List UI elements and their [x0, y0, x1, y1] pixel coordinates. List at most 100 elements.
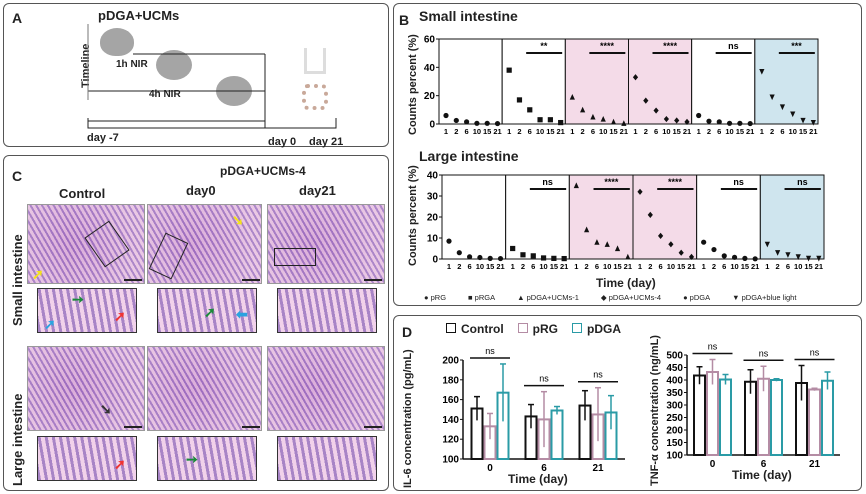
- x-tick-label: 6: [468, 262, 472, 271]
- x-tick-label: 10: [539, 262, 547, 271]
- y-tick-label: 0: [429, 120, 435, 131]
- x-tick-label: 10: [789, 127, 797, 136]
- data-point: [663, 115, 669, 123]
- x-tick-label: 21: [560, 262, 568, 271]
- histology-image-large-day0: [147, 346, 262, 431]
- x-tick-label: 21: [815, 262, 823, 271]
- legend-item: ◆ pDGA+UCMs-4: [600, 293, 662, 302]
- intestine-icon: [302, 84, 328, 110]
- data-point: [467, 254, 473, 260]
- x-tick-label: 15: [736, 127, 744, 136]
- y-tick-label: 30: [427, 192, 439, 203]
- bar-pdga: [550, 409, 564, 460]
- significance-label: ns: [542, 177, 553, 187]
- data-point: [537, 117, 543, 123]
- significance-label: ns: [797, 177, 808, 187]
- data-point: [494, 120, 501, 127]
- histology-inset: [37, 436, 137, 481]
- panel-label: C: [12, 168, 23, 184]
- x-tick-label: 6: [654, 127, 658, 136]
- data-point: [706, 118, 712, 124]
- data-point: [696, 112, 702, 119]
- x-tick-label: 21: [809, 459, 821, 470]
- data-point: [668, 241, 674, 248]
- x-tick-label: 10: [476, 262, 484, 271]
- subpanel-prg: [441, 174, 507, 260]
- data-point: [658, 232, 664, 239]
- column-header: day21: [299, 183, 336, 198]
- bar-prg: [808, 388, 821, 456]
- scale-bar: [364, 426, 382, 428]
- data-point: [711, 246, 717, 253]
- y-tick-label: 60: [424, 35, 436, 46]
- x-tick-label: 15: [546, 127, 554, 136]
- bar-pdga: [770, 379, 783, 456]
- subpanel-pdga-ucms-4: [632, 174, 698, 260]
- x-tick-label: 2: [581, 127, 585, 136]
- y-tick-label: 20: [427, 213, 439, 224]
- significance-label: ns: [593, 370, 603, 380]
- group-title: pDGA+UCMs-4: [220, 164, 306, 178]
- data-point: [637, 188, 643, 195]
- subpanel-pdga-ucms-4: [628, 38, 693, 125]
- data-point: [520, 252, 526, 258]
- data-point: [701, 239, 707, 245]
- bar-control: [693, 374, 706, 456]
- data-point: [779, 104, 786, 111]
- subpanel-pdga-blue-light: [754, 38, 819, 125]
- x-tick-label: 21: [496, 262, 504, 271]
- subpanel-pdga-ucms-1: [564, 38, 629, 125]
- data-point: [684, 118, 690, 125]
- x-tick-label: 0: [710, 459, 716, 470]
- column-header: day0: [186, 183, 216, 198]
- x-tick-label: 15: [677, 262, 685, 271]
- data-point: [759, 68, 765, 75]
- data-point: [678, 249, 684, 256]
- x-tick-label: 10: [794, 262, 802, 271]
- x-tick-label: 2: [517, 127, 521, 136]
- legend-item-pdga: pDGA: [572, 322, 621, 336]
- data-point: [647, 211, 653, 218]
- legend-item-prg: pRG: [517, 322, 558, 336]
- data-point: [527, 107, 533, 113]
- data-point: [584, 226, 590, 233]
- legend-item: ▼ pDGA+blue light: [732, 293, 797, 302]
- x-tick-label: 15: [483, 127, 491, 136]
- histology-image-small-day0: [147, 204, 262, 284]
- x-tick-label: 10: [662, 127, 670, 136]
- bar-pdga: [821, 379, 834, 456]
- day21-label: day 21: [309, 136, 344, 148]
- data-point: [688, 253, 695, 260]
- data-point: [643, 97, 649, 104]
- panel-c: C pDGA+UCMs-4 Control day0 day21 Small i…: [3, 155, 389, 491]
- mouse-icon: [100, 28, 134, 56]
- legend-item: ● pRG: [424, 293, 447, 302]
- data-point: [785, 252, 791, 258]
- x-tick-label: 2: [648, 262, 652, 271]
- y-tick-label: 500: [666, 351, 683, 362]
- data-point: [716, 119, 722, 125]
- significance-label: ns: [759, 348, 769, 358]
- significance-label: **: [540, 41, 548, 51]
- significance-label: ns: [728, 41, 739, 51]
- x-tick-label: 1: [511, 262, 515, 271]
- data-point: [790, 111, 796, 118]
- data-point: [443, 112, 449, 119]
- chart-title: Large intestine: [419, 148, 519, 164]
- black-arrow-icon: ➘: [100, 401, 112, 417]
- x-tick-label: 15: [673, 127, 681, 136]
- histology-image-large-day21: [267, 346, 385, 431]
- data-point: [474, 120, 480, 126]
- panel-d: D Control pRG pDGA IL-6 concentration (p…: [393, 315, 862, 491]
- histology-inset: [37, 288, 137, 333]
- x-tick-label: 0: [487, 463, 493, 474]
- data-point: [805, 255, 812, 262]
- data-point: [764, 241, 770, 248]
- legend-item: ● pDGA: [683, 293, 711, 302]
- y-tick-label: 20: [424, 91, 436, 102]
- data-point: [604, 241, 610, 247]
- data-point: [610, 118, 617, 125]
- x-tick-label: 2: [521, 262, 525, 271]
- data-point: [621, 120, 627, 126]
- y-tick-label: 180: [442, 375, 459, 386]
